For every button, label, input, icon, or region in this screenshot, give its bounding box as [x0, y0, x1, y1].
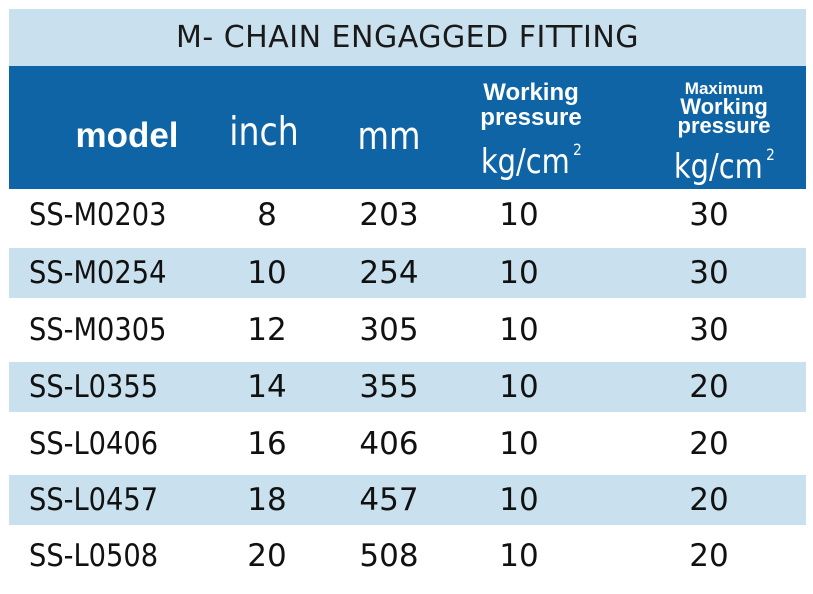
cell-max-working-pressure: 30 — [689, 255, 729, 291]
cell-working-pressure: 10 — [499, 369, 539, 405]
header-model: model — [75, 116, 179, 155]
cell-model: SS-L0457 — [29, 482, 159, 518]
header-mwp-line1: Maximum — [684, 79, 764, 98]
cell-working-pressure: 10 — [499, 538, 539, 574]
header-mwp-line3: pressure — [677, 113, 771, 138]
header-max-working-pressure: Maximum Working pressure kg/cm 2 — [649, 80, 799, 187]
header-mwp-unit: kg/cm 2 — [674, 135, 775, 187]
table-row: SS-L0355 14 355 10 20 — [9, 362, 806, 412]
cell-model: SS-L0406 — [29, 426, 159, 462]
header-mm: mm — [357, 114, 421, 158]
table-title: M- CHAIN ENGAGGED FITTING — [9, 9, 806, 66]
cell-inch: 10 — [247, 255, 287, 291]
cell-max-working-pressure: 30 — [689, 312, 729, 348]
cell-mm: 457 — [359, 482, 419, 518]
table-row: SS-L0457 18 457 10 20 — [9, 475, 806, 525]
cell-mm: 305 — [359, 312, 419, 348]
header-inch: inch — [229, 110, 299, 155]
cell-working-pressure: 10 — [499, 482, 539, 518]
cell-inch: 20 — [247, 538, 287, 574]
table-header: model inch mm Working pressure kg/cm 2 Ma… — [9, 66, 806, 189]
cell-model: SS-M0203 — [29, 197, 167, 233]
header-wp-line2: pressure — [480, 104, 582, 131]
cell-inch: 8 — [257, 197, 277, 233]
cell-max-working-pressure: 20 — [689, 369, 729, 405]
header-wp-line1: Working — [483, 79, 579, 106]
header-wp-unit-sup: 2 — [572, 140, 582, 159]
cell-mm: 203 — [359, 197, 419, 233]
header-wp-unit: kg/cm 2 — [481, 130, 582, 182]
cell-working-pressure: 10 — [499, 312, 539, 348]
cell-model: SS-L0355 — [29, 369, 159, 405]
cell-max-working-pressure: 20 — [689, 426, 729, 462]
cell-model: SS-L0508 — [29, 538, 159, 574]
table-row: SS-L0406 16 406 10 20 — [9, 419, 806, 469]
cell-max-working-pressure: 20 — [689, 538, 729, 574]
cell-inch: 16 — [247, 426, 287, 462]
cell-max-working-pressure: 30 — [689, 197, 729, 233]
cell-max-working-pressure: 20 — [689, 482, 729, 518]
cell-mm: 254 — [359, 255, 419, 291]
cell-model: SS-M0254 — [29, 255, 167, 291]
cell-inch: 18 — [247, 482, 287, 518]
table-row: SS-M0203 8 203 10 30 — [9, 190, 806, 240]
header-working-pressure: Working pressure kg/cm 2 — [461, 79, 601, 183]
header-mwp-unit-sup: 2 — [765, 145, 775, 164]
header-wp-unit-text: kg/cm — [480, 142, 570, 182]
cell-working-pressure: 10 — [499, 426, 539, 462]
table-row: SS-M0254 10 254 10 30 — [9, 248, 806, 298]
cell-model: SS-M0305 — [29, 312, 167, 348]
cell-working-pressure: 10 — [499, 197, 539, 233]
cell-working-pressure: 10 — [499, 255, 539, 291]
cell-mm: 406 — [359, 426, 419, 462]
cell-mm: 508 — [359, 538, 419, 574]
cell-inch: 14 — [247, 369, 287, 405]
header-mwp-line2: Working — [680, 94, 768, 119]
table-row: SS-M0305 12 305 10 30 — [9, 305, 806, 355]
cell-mm: 355 — [359, 369, 419, 405]
table-row: SS-L0508 20 508 10 20 — [9, 531, 806, 581]
header-mwp-unit-text: kg/cm — [673, 147, 763, 187]
cell-inch: 12 — [247, 312, 287, 348]
